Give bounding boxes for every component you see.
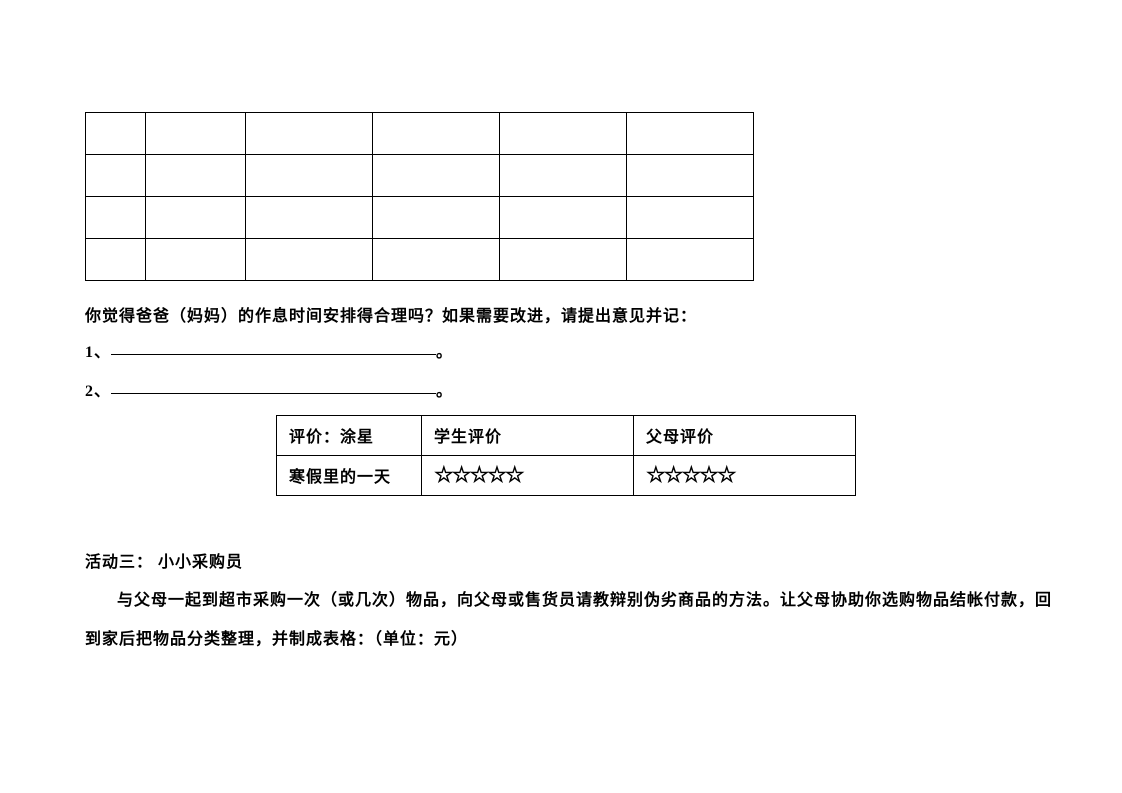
table-cell <box>146 239 246 281</box>
table-row: 寒假里的一天 ☆☆☆☆☆ ☆☆☆☆☆ <box>277 455 856 495</box>
table-cell <box>246 155 373 197</box>
eval-header-student: 学生评价 <box>422 415 634 455</box>
star-icons: ☆☆☆☆☆ <box>646 462 735 487</box>
blank-line <box>111 337 436 355</box>
question-text: 你觉得爸爸（妈妈）的作息时间安排得合理吗？如果需要改进，请提出意见并记： <box>85 299 1122 334</box>
table-cell <box>86 197 146 239</box>
evaluation-table: 评价：涂星 学生评价 父母评价 寒假里的一天 ☆☆☆☆☆ ☆☆☆☆☆ <box>276 415 856 496</box>
table-cell <box>373 239 500 281</box>
eval-row-label: 寒假里的一天 <box>277 455 422 495</box>
schedule-table <box>85 112 754 281</box>
table-row <box>86 197 754 239</box>
fill-prefix: 2、 <box>85 383 111 400</box>
fill-suffix: 。 <box>436 344 453 361</box>
table-cell <box>627 113 754 155</box>
table-cell <box>500 155 627 197</box>
table-cell <box>246 239 373 281</box>
table-cell <box>373 197 500 239</box>
activity-heading: 活动三： 小小采购员 <box>85 544 1122 582</box>
eval-parent-stars: ☆☆☆☆☆ <box>634 455 856 495</box>
table-cell <box>86 113 146 155</box>
fill-prefix: 1、 <box>85 344 111 361</box>
table-cell <box>627 239 754 281</box>
table-cell <box>373 113 500 155</box>
eval-student-stars: ☆☆☆☆☆ <box>422 455 634 495</box>
table-row <box>86 239 754 281</box>
table-cell <box>627 197 754 239</box>
star-icons: ☆☆☆☆☆ <box>434 462 523 487</box>
table-cell <box>86 155 146 197</box>
table-cell <box>246 197 373 239</box>
table-cell <box>627 155 754 197</box>
fill-item-2: 2、 。 <box>85 373 1122 411</box>
activity-body: 与父母一起到超市采购一次（或几次）物品，向父母或售货员请教辩别伪劣商品的方法。让… <box>85 582 1122 659</box>
eval-header-parent: 父母评价 <box>634 415 856 455</box>
table-row <box>86 155 754 197</box>
table-cell <box>146 113 246 155</box>
table-row: 评价：涂星 学生评价 父母评价 <box>277 415 856 455</box>
eval-header-label: 评价：涂星 <box>277 415 422 455</box>
blank-line <box>111 376 436 394</box>
document-content: 你觉得爸爸（妈妈）的作息时间安排得合理吗？如果需要改进，请提出意见并记： 1、。… <box>0 0 1122 659</box>
table-cell <box>146 155 246 197</box>
table-cell <box>146 197 246 239</box>
table-cell <box>500 197 627 239</box>
table-row <box>86 113 754 155</box>
fill-suffix: 。 <box>436 383 453 400</box>
fill-item-1: 1、 。 <box>85 334 1122 372</box>
table-cell <box>500 113 627 155</box>
table-cell <box>246 113 373 155</box>
table-cell <box>373 155 500 197</box>
table-cell <box>500 239 627 281</box>
table-cell <box>86 239 146 281</box>
